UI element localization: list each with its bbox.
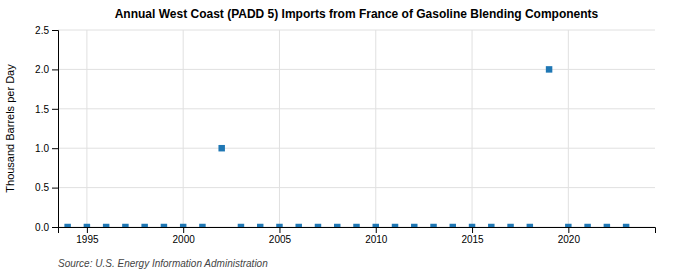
point xyxy=(392,224,398,227)
tick-mark xyxy=(568,227,569,233)
point xyxy=(353,224,359,227)
grid-line xyxy=(58,69,655,70)
tick-label: 2005 xyxy=(269,234,292,245)
point xyxy=(276,224,282,227)
point xyxy=(373,224,379,227)
tick-mark xyxy=(52,188,58,189)
point xyxy=(584,224,590,227)
tick-mark xyxy=(52,69,58,70)
point xyxy=(469,224,475,227)
point xyxy=(141,224,147,227)
axis-line xyxy=(59,228,656,234)
tick: 0.5 xyxy=(35,182,58,193)
point xyxy=(450,224,456,227)
tick: 2005 xyxy=(269,227,292,245)
tick: 2000 xyxy=(173,227,196,245)
point xyxy=(334,224,340,227)
grid xyxy=(58,30,655,227)
tick: 2010 xyxy=(365,227,388,245)
tick-label: 1.5 xyxy=(35,104,49,115)
point xyxy=(565,224,571,227)
point xyxy=(507,224,513,227)
source: Source: U.S. Energy Information Administ… xyxy=(58,258,268,269)
point xyxy=(604,224,610,227)
grid-line xyxy=(375,30,376,227)
tick-label: 2.5 xyxy=(35,25,49,36)
y-axis: 0.0 0.5 1.0 1.5 2.0 2.5 xyxy=(35,25,58,233)
tick-label: 1995 xyxy=(76,234,99,245)
point xyxy=(180,224,186,227)
point xyxy=(161,224,167,227)
tick-mark xyxy=(376,227,377,233)
tick: 2015 xyxy=(461,227,484,245)
tick-label: 2020 xyxy=(558,234,581,245)
tick-mark xyxy=(52,148,58,149)
point xyxy=(238,224,244,227)
tick: 1.0 xyxy=(35,143,58,154)
grid-line xyxy=(86,30,87,227)
tick-mark xyxy=(183,227,184,233)
point xyxy=(527,224,533,227)
tick-mark xyxy=(472,227,473,233)
point xyxy=(623,224,629,227)
tick-label: 0.0 xyxy=(35,222,49,233)
grid-line xyxy=(472,30,473,227)
tick-mark xyxy=(87,227,88,233)
x-axis: 1995 2000 2005 2010 2015 2020 xyxy=(59,227,656,245)
point xyxy=(64,224,70,227)
plot: 1995 2000 2005 2010 2015 2020 0.0 0.5 1.0 1.5 2.0 2… xyxy=(35,25,655,245)
point xyxy=(122,224,128,227)
point xyxy=(218,145,224,151)
point xyxy=(488,224,494,227)
point xyxy=(84,224,90,227)
marks xyxy=(64,66,629,227)
chart: 1995 2000 2005 2010 2015 2020 0.0 0.5 1.0 1.5 2.0 2… xyxy=(0,0,675,275)
tick-label: 2000 xyxy=(173,234,196,245)
point xyxy=(315,224,321,227)
point xyxy=(430,224,436,227)
tick-mark xyxy=(279,227,280,233)
grid-line xyxy=(58,108,655,109)
y-axis-title: Thousand Barrels per Day xyxy=(4,64,16,193)
point xyxy=(103,224,109,227)
grid-line xyxy=(568,30,569,227)
tick: 1995 xyxy=(76,227,99,245)
tick: 2.0 xyxy=(35,64,58,75)
tick-mark xyxy=(52,109,58,110)
axis-line xyxy=(52,31,59,228)
tick-label: 0.5 xyxy=(35,182,49,193)
tick-mark xyxy=(52,227,58,228)
grid-line xyxy=(279,30,280,227)
tick: 2020 xyxy=(558,227,581,245)
tick-mark xyxy=(52,30,58,31)
grid-line xyxy=(58,187,655,188)
tick: 0.0 xyxy=(35,222,58,233)
tick: 2.5 xyxy=(35,25,58,36)
title: Annual West Coast (PADD 5) Imports from … xyxy=(115,7,599,21)
point xyxy=(546,66,552,72)
point xyxy=(257,224,263,227)
tick: 1.5 xyxy=(35,104,58,115)
grid-line xyxy=(183,30,184,227)
tick-label: 2010 xyxy=(365,234,388,245)
point xyxy=(295,224,301,227)
grid-line xyxy=(58,148,655,149)
tick-label: 2015 xyxy=(461,234,484,245)
point xyxy=(199,224,205,227)
grid-line xyxy=(58,30,655,31)
point xyxy=(411,224,417,227)
tick-label: 2.0 xyxy=(35,64,49,75)
tick-label: 1.0 xyxy=(35,143,49,154)
